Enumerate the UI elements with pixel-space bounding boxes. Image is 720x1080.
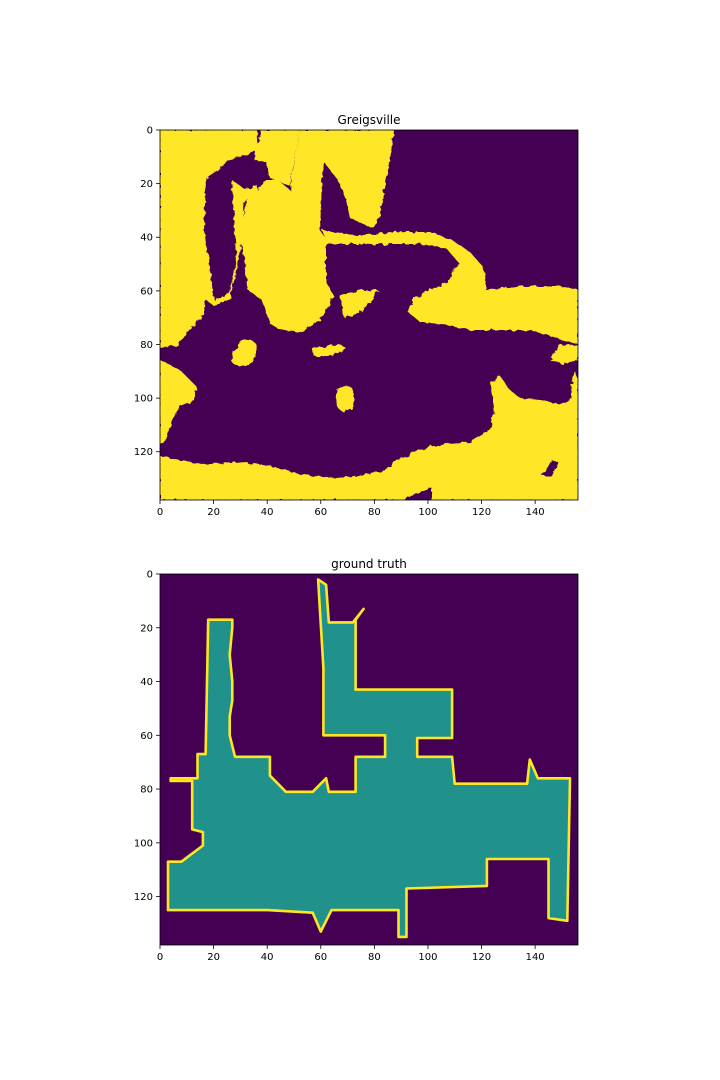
yellow-region [240, 130, 394, 332]
x-tick-label: 140 [526, 952, 545, 963]
yellow-region [340, 290, 378, 318]
x-tick-label: 0 [157, 952, 163, 963]
y-tick-label: 100 [134, 838, 153, 849]
x-tick-label: 120 [472, 952, 491, 963]
yellow-region [550, 344, 578, 364]
dark-hole [542, 460, 558, 476]
ground-truth-panel: ground truth 0 20 40 60 80 100 120 140 0 20 40 60 80… [134, 557, 579, 963]
yellow-region [160, 130, 258, 348]
prediction-image [160, 130, 578, 500]
x-tick-label: 40 [261, 952, 274, 963]
y-tick-label: 40 [140, 677, 153, 688]
x-tick-label: 100 [418, 507, 437, 518]
x-tick-label: 60 [314, 507, 327, 518]
y-tick-label: 80 [140, 340, 153, 351]
y-tick-label: 20 [140, 623, 153, 634]
yellow-region [322, 230, 578, 344]
ground-truth-image [160, 574, 578, 945]
y-tick-label: 0 [147, 570, 153, 581]
x-tick-label: 100 [418, 952, 437, 963]
x-tick-label: 80 [368, 507, 381, 518]
ground-truth-region [166, 578, 572, 939]
x-tick-label: 40 [261, 507, 274, 518]
x-tick-label: 20 [207, 507, 220, 518]
greigsville-panel: Greigsville 0 20 40 60 80 100 120 140 0 20 40 60 80 1… [134, 113, 579, 518]
x-tick-label: 140 [526, 507, 545, 518]
chart-title: ground truth [331, 557, 407, 571]
y-tick-label: 0 [147, 126, 153, 137]
chart-title: Greigsville [337, 113, 400, 127]
x-tick-label: 60 [314, 952, 327, 963]
y-tick-label: 80 [140, 785, 153, 796]
y-tick-label: 40 [140, 233, 153, 244]
yellow-region [160, 370, 578, 500]
dark-hole [404, 488, 432, 500]
y-tick-label: 120 [134, 447, 153, 458]
y-tick-label: 20 [140, 179, 153, 190]
yellow-region [286, 245, 298, 286]
yellow-region [231, 340, 258, 366]
y-tick-label: 100 [134, 394, 153, 405]
x-tick-label: 20 [207, 952, 220, 963]
y-tick-label: 60 [140, 731, 153, 742]
yellow-region [160, 360, 196, 444]
x-tick-label: 80 [368, 952, 381, 963]
yellow-region [312, 344, 346, 356]
yellow-region [335, 385, 355, 412]
x-tick-label: 0 [157, 507, 163, 518]
yellow-region [254, 140, 270, 156]
y-tick-label: 60 [140, 286, 153, 297]
y-tick-label: 120 [134, 892, 153, 903]
x-tick-label: 120 [472, 507, 491, 518]
